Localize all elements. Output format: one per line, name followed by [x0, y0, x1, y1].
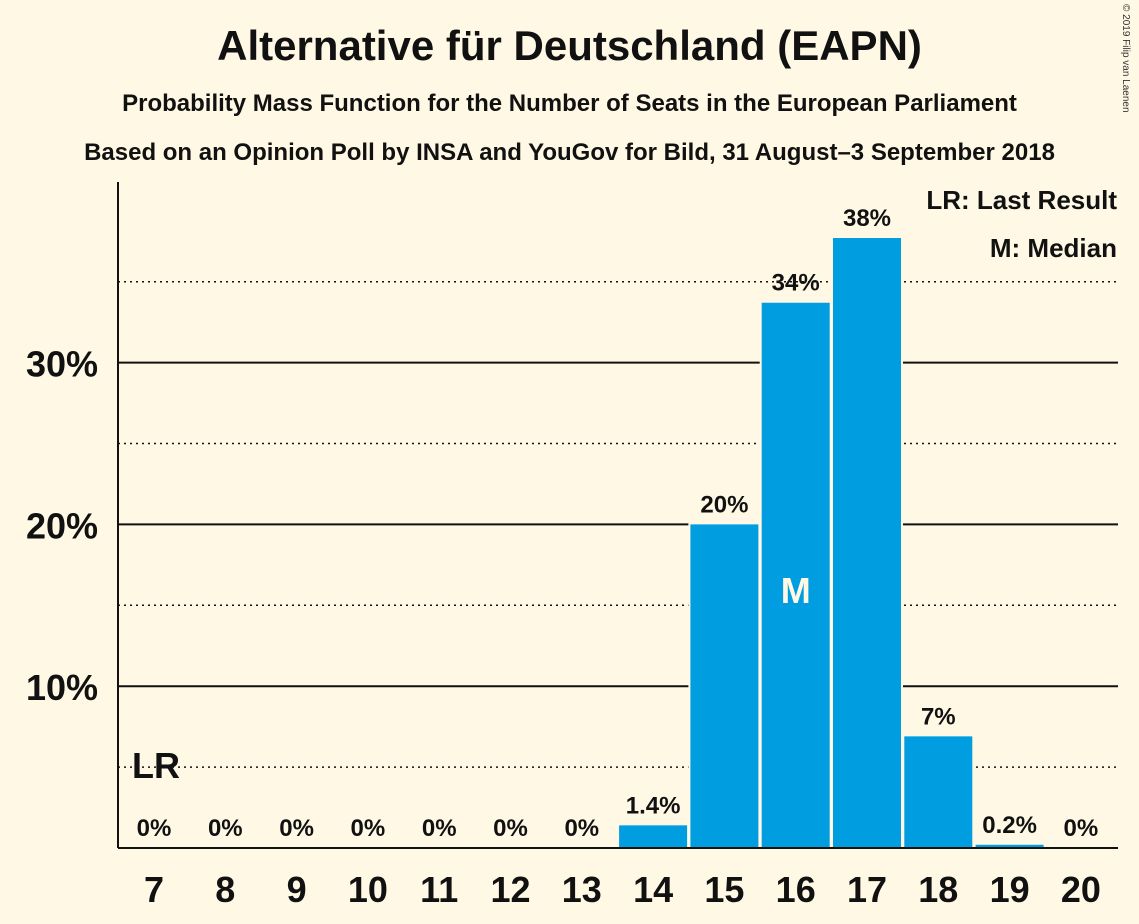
bar-value-label: 0%	[137, 815, 172, 842]
x-tick-label: 8	[215, 869, 235, 910]
x-tick-label: 16	[776, 869, 816, 910]
x-tick-label: 11	[420, 869, 458, 910]
bar-value-label: 34%	[772, 270, 820, 297]
x-tick-label: 19	[990, 869, 1030, 910]
x-tick-label: 10	[348, 869, 388, 910]
bar-value-label: 1.4%	[626, 792, 681, 819]
chart-title: Alternative für Deutschland (EAPN)	[217, 22, 922, 69]
legend-median: M: Median	[990, 233, 1117, 263]
bar-value-label: 0%	[1064, 815, 1099, 842]
median-marker: M	[781, 570, 811, 611]
legend: LR: Last Result M: Median	[926, 185, 1117, 263]
x-tick-label: 18	[918, 869, 958, 910]
x-tick-label: 20	[1061, 869, 1101, 910]
bar	[690, 524, 759, 848]
chart-source-note: Based on an Opinion Poll by INSA and You…	[84, 139, 1055, 166]
x-tick-label: 12	[490, 869, 530, 910]
x-tick-label: 14	[633, 869, 673, 910]
gridlines: 10% 20% 30%	[26, 280, 1118, 768]
chart-subtitle: Probability Mass Function for the Number…	[122, 90, 1017, 117]
bar-value-label: 0%	[279, 815, 314, 842]
bar-value-label: 0.2%	[982, 812, 1037, 839]
value-labels: 0% 7 LR 0% 8 0% 9 0% 10 0% 11 0% 12 0% 13 1.4% 14 20% 15 34…	[132, 205, 1101, 910]
bar-value-label: 0%	[564, 815, 599, 842]
bar-value-label: 7%	[921, 703, 956, 730]
bar-value-label: 0%	[422, 815, 457, 842]
bar	[833, 238, 901, 848]
bar-value-label: 38%	[843, 205, 891, 232]
bar-value-label: 0%	[351, 815, 386, 842]
y-tick-label: 20%	[26, 505, 98, 546]
legend-last-result: LR: Last Result	[926, 185, 1117, 215]
bar	[761, 302, 830, 848]
x-tick-label: 7	[144, 869, 164, 910]
bar	[975, 844, 1044, 848]
y-tick-label: 10%	[26, 667, 98, 708]
bar	[904, 736, 973, 848]
x-tick-label: 13	[562, 869, 602, 910]
y-tick-label: 30%	[26, 344, 98, 385]
axes	[117, 182, 1118, 849]
last-result-marker: LR	[132, 745, 180, 786]
bar	[619, 825, 688, 848]
bar-value-label: 20%	[700, 491, 748, 518]
bar-value-label: 0%	[208, 815, 243, 842]
bars	[617, 236, 1046, 848]
x-tick-label: 15	[704, 869, 744, 910]
x-tick-label: 17	[847, 869, 887, 910]
bar-value-label: 0%	[493, 815, 528, 842]
x-tick-label: 9	[287, 869, 307, 910]
